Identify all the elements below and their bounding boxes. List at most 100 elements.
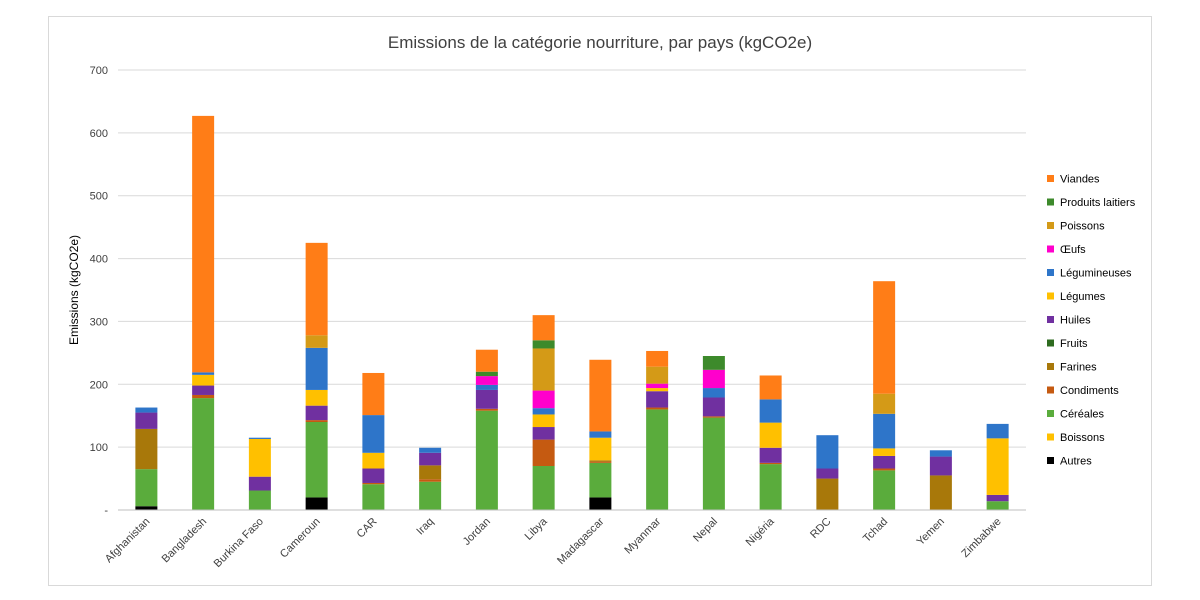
bar-segment [873,393,896,414]
x-tick-label: Nepal [691,516,720,545]
bar-segment [475,408,498,411]
x-tick-label: Nigéria [744,515,778,549]
chart-title: Emissions de la catégorie nourriture, pa… [388,33,812,52]
y-tick-label: - [104,505,108,517]
bar-segment [305,335,328,348]
legend-label: Poissons [1060,221,1105,233]
legend-swatch [1047,457,1054,464]
legend-label: Autres [1060,456,1092,468]
bar-segment [192,115,215,373]
bar-segment [589,431,612,438]
bar-segment [929,475,952,510]
bar-segment [192,398,215,510]
x-tick-label: Myanmar [622,515,663,556]
legend-label: Œufs [1060,244,1086,256]
legend-label: Condiments [1060,385,1119,397]
bar-segment [986,438,1009,495]
bar-segment [305,389,328,406]
bar-segment [816,435,839,469]
bar-segment [475,376,498,385]
bar-segment [475,384,498,390]
bar-segment [589,462,612,498]
bar-segment [532,414,555,428]
bar-segment [589,359,612,432]
bar-segment [248,476,271,491]
legend-swatch [1047,198,1054,206]
bar-segment [759,375,782,400]
bar-segment [873,448,896,456]
bar-segment [929,450,952,457]
legend-swatch [1047,222,1054,229]
bar-segment [873,413,896,449]
bar-segment [362,484,385,510]
x-axis-ticks: Afghanistan Bangladesh Burkina Faso Camerou… [103,515,1004,570]
bar-segment [702,416,725,418]
x-tick-label: Burkina Faso [212,516,266,570]
legend-label: Fruits [1060,338,1088,350]
legend-swatch [1047,363,1054,370]
bar-segment [532,315,555,341]
bar-segment [702,388,725,398]
bar-segment [986,501,1009,510]
bar-segment [362,452,385,469]
bar-segment [759,462,782,465]
bar-segment [702,369,725,389]
legend-label: Produits laitiers [1060,197,1136,209]
bar-segment [532,427,555,440]
bar-segment [986,423,1009,439]
legend-label: Huiles [1060,315,1091,327]
bar-segment [816,468,839,479]
bar-segment [646,366,669,384]
bar-segment [646,409,669,510]
bar-segment [589,497,612,510]
bar-segment [532,340,555,349]
bar-segment [419,447,442,453]
legend-swatch [1047,410,1054,417]
bar-segment [362,415,385,453]
bar-segment [305,242,328,336]
bar-segment [362,482,385,485]
bar-segment [305,422,328,498]
bar-segment [419,481,442,510]
bars [135,115,1009,510]
legend-label: Farines [1060,362,1097,374]
x-tick-label: Madagascar [555,515,607,567]
bar-segment [702,356,725,370]
bar-segment [192,394,215,399]
y-axis-ticks: - 100 200 300 400 500 600 700 [90,65,109,517]
bar-segment [759,422,782,448]
bar-segment [248,437,271,439]
x-tick-label: Afghanistan [103,516,153,566]
bar-segment [419,465,442,480]
bar-segment [816,478,839,510]
legend-label: Légumes [1060,291,1106,303]
bar-segment [873,470,896,510]
bar-segment [305,405,328,421]
bar-segment [702,397,725,417]
bar-segment [192,374,215,386]
x-tick-label: Jordan [461,516,493,548]
bar-segment [759,464,782,510]
bar-segment [873,468,896,471]
y-axis-label: Emissions (kgCO2e) [67,235,81,345]
bar-segment [305,497,328,510]
x-tick-label: Libya [523,515,551,543]
y-tick-label: 300 [90,316,108,328]
bar-segment [135,428,158,470]
x-tick-label: Bangladesh [160,516,210,566]
bar-segment [475,371,498,377]
bar-segment [702,417,725,510]
bar-segment [192,385,215,395]
x-tick-label: Yemen [915,516,947,548]
bar-segment [759,399,782,423]
bar-segment [305,347,328,390]
bar-segment [759,447,782,463]
bar-segment [192,372,215,375]
legend-swatch [1047,386,1054,394]
bar-segment [532,348,555,391]
bar-segment [362,372,385,416]
bar-segment [248,490,271,510]
x-tick-label: Tchad [861,516,890,545]
bar-segment [419,479,442,482]
